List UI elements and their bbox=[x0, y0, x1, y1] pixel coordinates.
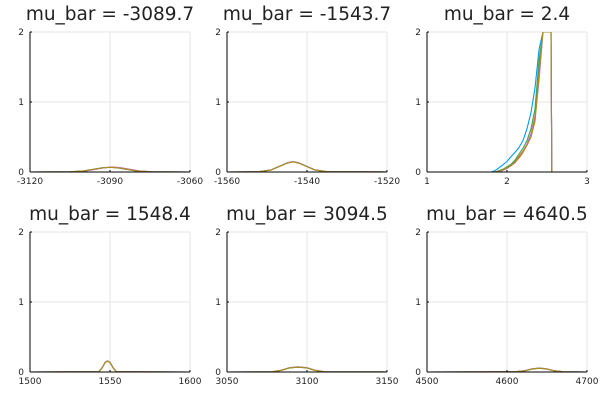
x-tick-label: 3150 bbox=[376, 377, 399, 387]
series-group bbox=[30, 166, 190, 172]
series-group bbox=[427, 367, 587, 372]
series-line-1 bbox=[490, 32, 587, 172]
x-tick-label: 1500 bbox=[19, 377, 42, 387]
y-tick-label: 1 bbox=[415, 98, 421, 108]
y-tick-label: 1 bbox=[18, 298, 24, 308]
y-tick-label: 0 bbox=[215, 168, 221, 178]
y-tick-label: 0 bbox=[215, 368, 221, 378]
panel-2: mu_bar = -1543.7 -1560 -1540 -1520 0 1 2 bbox=[214, 4, 400, 187]
panel-6: mu_bar = 4640.5 4500 4600 4700 0 1 2 bbox=[415, 204, 598, 387]
panel-title: mu_bar = -3089.7 bbox=[26, 4, 194, 25]
series-line-5 bbox=[30, 360, 190, 372]
x-tick-label: 1550 bbox=[99, 377, 122, 387]
y-tick-label: 0 bbox=[415, 168, 421, 178]
series-line-5 bbox=[227, 161, 387, 172]
x-tick-label: 4700 bbox=[576, 377, 599, 387]
panel-title: mu_bar = -1543.7 bbox=[223, 4, 391, 25]
y-tick-label: 2 bbox=[18, 28, 24, 38]
x-tick-label: 1600 bbox=[179, 377, 202, 387]
panel-title: mu_bar = 1548.4 bbox=[29, 204, 191, 225]
y-tick-label: 0 bbox=[18, 168, 24, 178]
x-tick-label: -1520 bbox=[374, 177, 400, 187]
x-tick-label: 3100 bbox=[296, 377, 319, 387]
series-line-3 bbox=[494, 32, 587, 172]
x-tick-label: -1540 bbox=[294, 177, 320, 187]
panel-title: mu_bar = 3094.5 bbox=[226, 204, 388, 225]
panel-title: mu_bar = 2.4 bbox=[444, 4, 570, 25]
x-tick-label: 2 bbox=[504, 177, 510, 187]
panel-1: mu_bar = -3089.7 -3120 -3090 -3060 0 1 2 bbox=[17, 4, 203, 187]
x-tick-label: 4500 bbox=[416, 377, 439, 387]
x-tick-label: -1560 bbox=[214, 177, 240, 187]
y-tick-label: 1 bbox=[18, 98, 24, 108]
series-line-5 bbox=[30, 166, 190, 172]
x-tick-label: -3120 bbox=[17, 177, 43, 187]
x-tick-label: 3 bbox=[584, 177, 590, 187]
x-tick-label: -3090 bbox=[97, 177, 123, 187]
y-tick-label: 2 bbox=[415, 28, 421, 38]
panel-title: mu_bar = 4640.5 bbox=[426, 204, 588, 225]
series-line-5 bbox=[427, 367, 587, 372]
x-tick-label: 4600 bbox=[496, 377, 519, 387]
y-tick-label: 2 bbox=[18, 228, 24, 238]
series-group bbox=[227, 366, 387, 372]
y-tick-label: 1 bbox=[215, 298, 221, 308]
y-tick-label: 1 bbox=[415, 298, 421, 308]
panel-5: mu_bar = 3094.5 3050 3100 3150 0 1 2 bbox=[215, 204, 398, 387]
series-line-5 bbox=[227, 366, 387, 372]
panel-4: mu_bar = 1548.4 1500 1550 1600 0 1 2 bbox=[18, 204, 201, 387]
series-group bbox=[30, 360, 190, 372]
y-tick-label: 2 bbox=[215, 28, 221, 38]
y-tick-label: 1 bbox=[215, 98, 221, 108]
y-tick-label: 0 bbox=[415, 368, 421, 378]
series-group bbox=[227, 160, 387, 172]
y-tick-label: 2 bbox=[215, 228, 221, 238]
x-tick-label: 1 bbox=[424, 177, 430, 187]
x-tick-label: -3060 bbox=[177, 177, 203, 187]
series-group bbox=[490, 32, 587, 172]
y-tick-label: 2 bbox=[415, 228, 421, 238]
x-tick-label: 3050 bbox=[216, 377, 239, 387]
series-line-5 bbox=[494, 32, 587, 172]
y-tick-label: 0 bbox=[18, 368, 24, 378]
